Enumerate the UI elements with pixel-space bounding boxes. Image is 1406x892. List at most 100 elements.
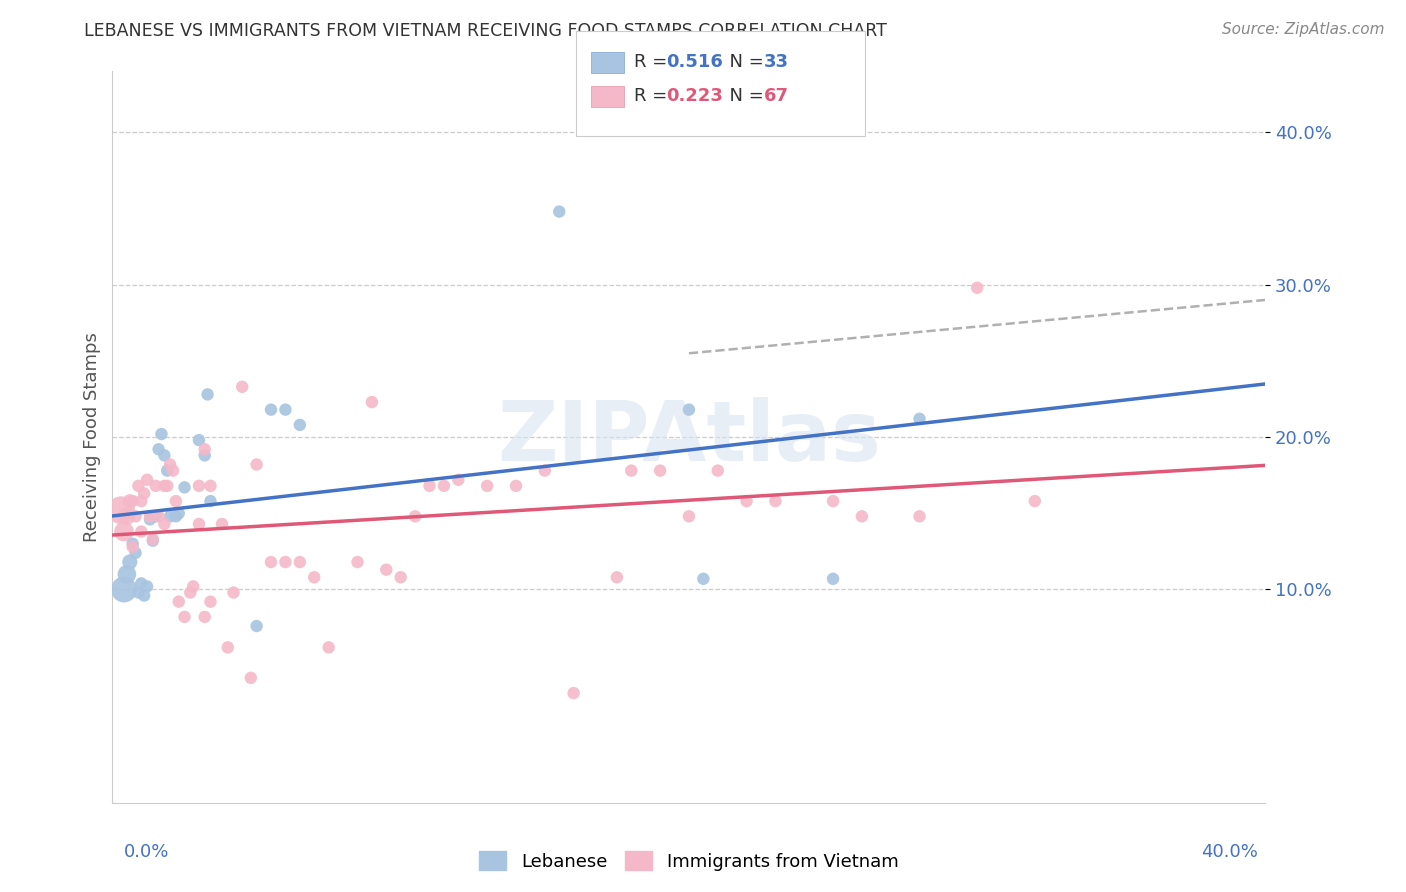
Point <box>167 594 190 608</box>
Point <box>179 585 201 599</box>
Point <box>142 532 165 546</box>
Point <box>173 610 195 624</box>
Point <box>200 494 222 508</box>
Point <box>162 464 184 478</box>
Point <box>153 479 176 493</box>
Point <box>124 509 146 524</box>
Point <box>735 494 758 508</box>
Point <box>121 540 143 554</box>
Point <box>124 546 146 560</box>
Point <box>419 479 441 493</box>
Point <box>156 479 179 493</box>
Point <box>148 509 170 524</box>
Point <box>966 281 988 295</box>
Point <box>260 555 283 569</box>
Text: N =: N = <box>718 54 770 71</box>
Point <box>274 555 297 569</box>
Text: Source: ZipAtlas.com: Source: ZipAtlas.com <box>1222 22 1385 37</box>
Point <box>115 509 138 524</box>
Point <box>548 204 571 219</box>
Point <box>260 402 283 417</box>
Point <box>115 567 138 582</box>
Point <box>188 433 211 447</box>
Point <box>150 427 173 442</box>
Point <box>167 506 190 520</box>
Point <box>153 448 176 462</box>
Point <box>112 524 135 539</box>
Point <box>112 582 135 597</box>
Point <box>375 563 398 577</box>
Point <box>142 533 165 548</box>
Point <box>129 576 153 591</box>
Point <box>433 479 456 493</box>
Point <box>200 479 222 493</box>
Point <box>136 579 159 593</box>
Point <box>222 585 245 599</box>
Point <box>194 448 217 462</box>
Point <box>404 509 426 524</box>
Point <box>129 494 153 508</box>
Point <box>304 570 326 584</box>
Point <box>134 486 156 500</box>
Point <box>288 555 311 569</box>
Point <box>194 610 217 624</box>
Point <box>505 479 527 493</box>
Text: R =: R = <box>634 54 673 71</box>
Text: 33: 33 <box>763 54 789 71</box>
Point <box>165 494 187 508</box>
Text: 0.223: 0.223 <box>666 87 723 105</box>
Point <box>246 458 269 472</box>
Point <box>159 458 181 472</box>
Point <box>288 417 311 432</box>
Point <box>821 494 844 508</box>
Point <box>650 464 672 478</box>
Point <box>173 480 195 494</box>
Point <box>908 509 931 524</box>
Point <box>121 494 143 508</box>
Point <box>217 640 239 655</box>
Point <box>110 503 132 517</box>
Point <box>851 509 873 524</box>
Point <box>562 686 585 700</box>
Point <box>346 555 368 569</box>
Point <box>231 380 253 394</box>
Text: 40.0%: 40.0% <box>1202 843 1258 861</box>
Point <box>678 402 700 417</box>
Point <box>200 594 222 608</box>
Point <box>707 464 730 478</box>
Point <box>197 387 219 401</box>
Text: 0.516: 0.516 <box>666 54 723 71</box>
Y-axis label: Receiving Food Stamps: Receiving Food Stamps <box>83 332 101 542</box>
Point <box>121 537 143 551</box>
Point <box>129 524 153 539</box>
Point <box>145 509 167 524</box>
Legend: Lebanese, Immigrants from Vietnam: Lebanese, Immigrants from Vietnam <box>472 844 905 878</box>
Point <box>534 464 557 478</box>
Point <box>165 509 187 524</box>
Point <box>139 512 162 526</box>
Point <box>360 395 382 409</box>
Point <box>148 442 170 457</box>
Point <box>821 572 844 586</box>
Text: LEBANESE VS IMMIGRANTS FROM VIETNAM RECEIVING FOOD STAMPS CORRELATION CHART: LEBANESE VS IMMIGRANTS FROM VIETNAM RECE… <box>84 22 887 40</box>
Point <box>908 412 931 426</box>
Point <box>127 479 149 493</box>
Point <box>118 494 141 508</box>
Point <box>678 509 700 524</box>
Point <box>139 509 162 524</box>
Point <box>246 619 269 633</box>
Point <box>475 479 499 493</box>
Point <box>447 473 470 487</box>
Point <box>145 479 167 493</box>
Point <box>765 494 787 508</box>
Point <box>211 516 233 531</box>
Text: ZIPAtlas: ZIPAtlas <box>496 397 882 477</box>
Point <box>318 640 340 655</box>
Point <box>188 479 211 493</box>
Text: 0.0%: 0.0% <box>124 843 169 861</box>
Text: N =: N = <box>718 87 770 105</box>
Point <box>274 402 297 417</box>
Point <box>118 555 141 569</box>
Point <box>134 589 156 603</box>
Point <box>136 473 159 487</box>
